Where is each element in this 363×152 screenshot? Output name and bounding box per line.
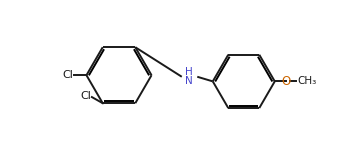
Text: Cl: Cl	[80, 91, 91, 101]
Text: CH₃: CH₃	[297, 76, 317, 86]
Text: Cl: Cl	[62, 70, 73, 80]
Text: H
N: H N	[185, 67, 193, 86]
Text: O: O	[281, 75, 290, 88]
